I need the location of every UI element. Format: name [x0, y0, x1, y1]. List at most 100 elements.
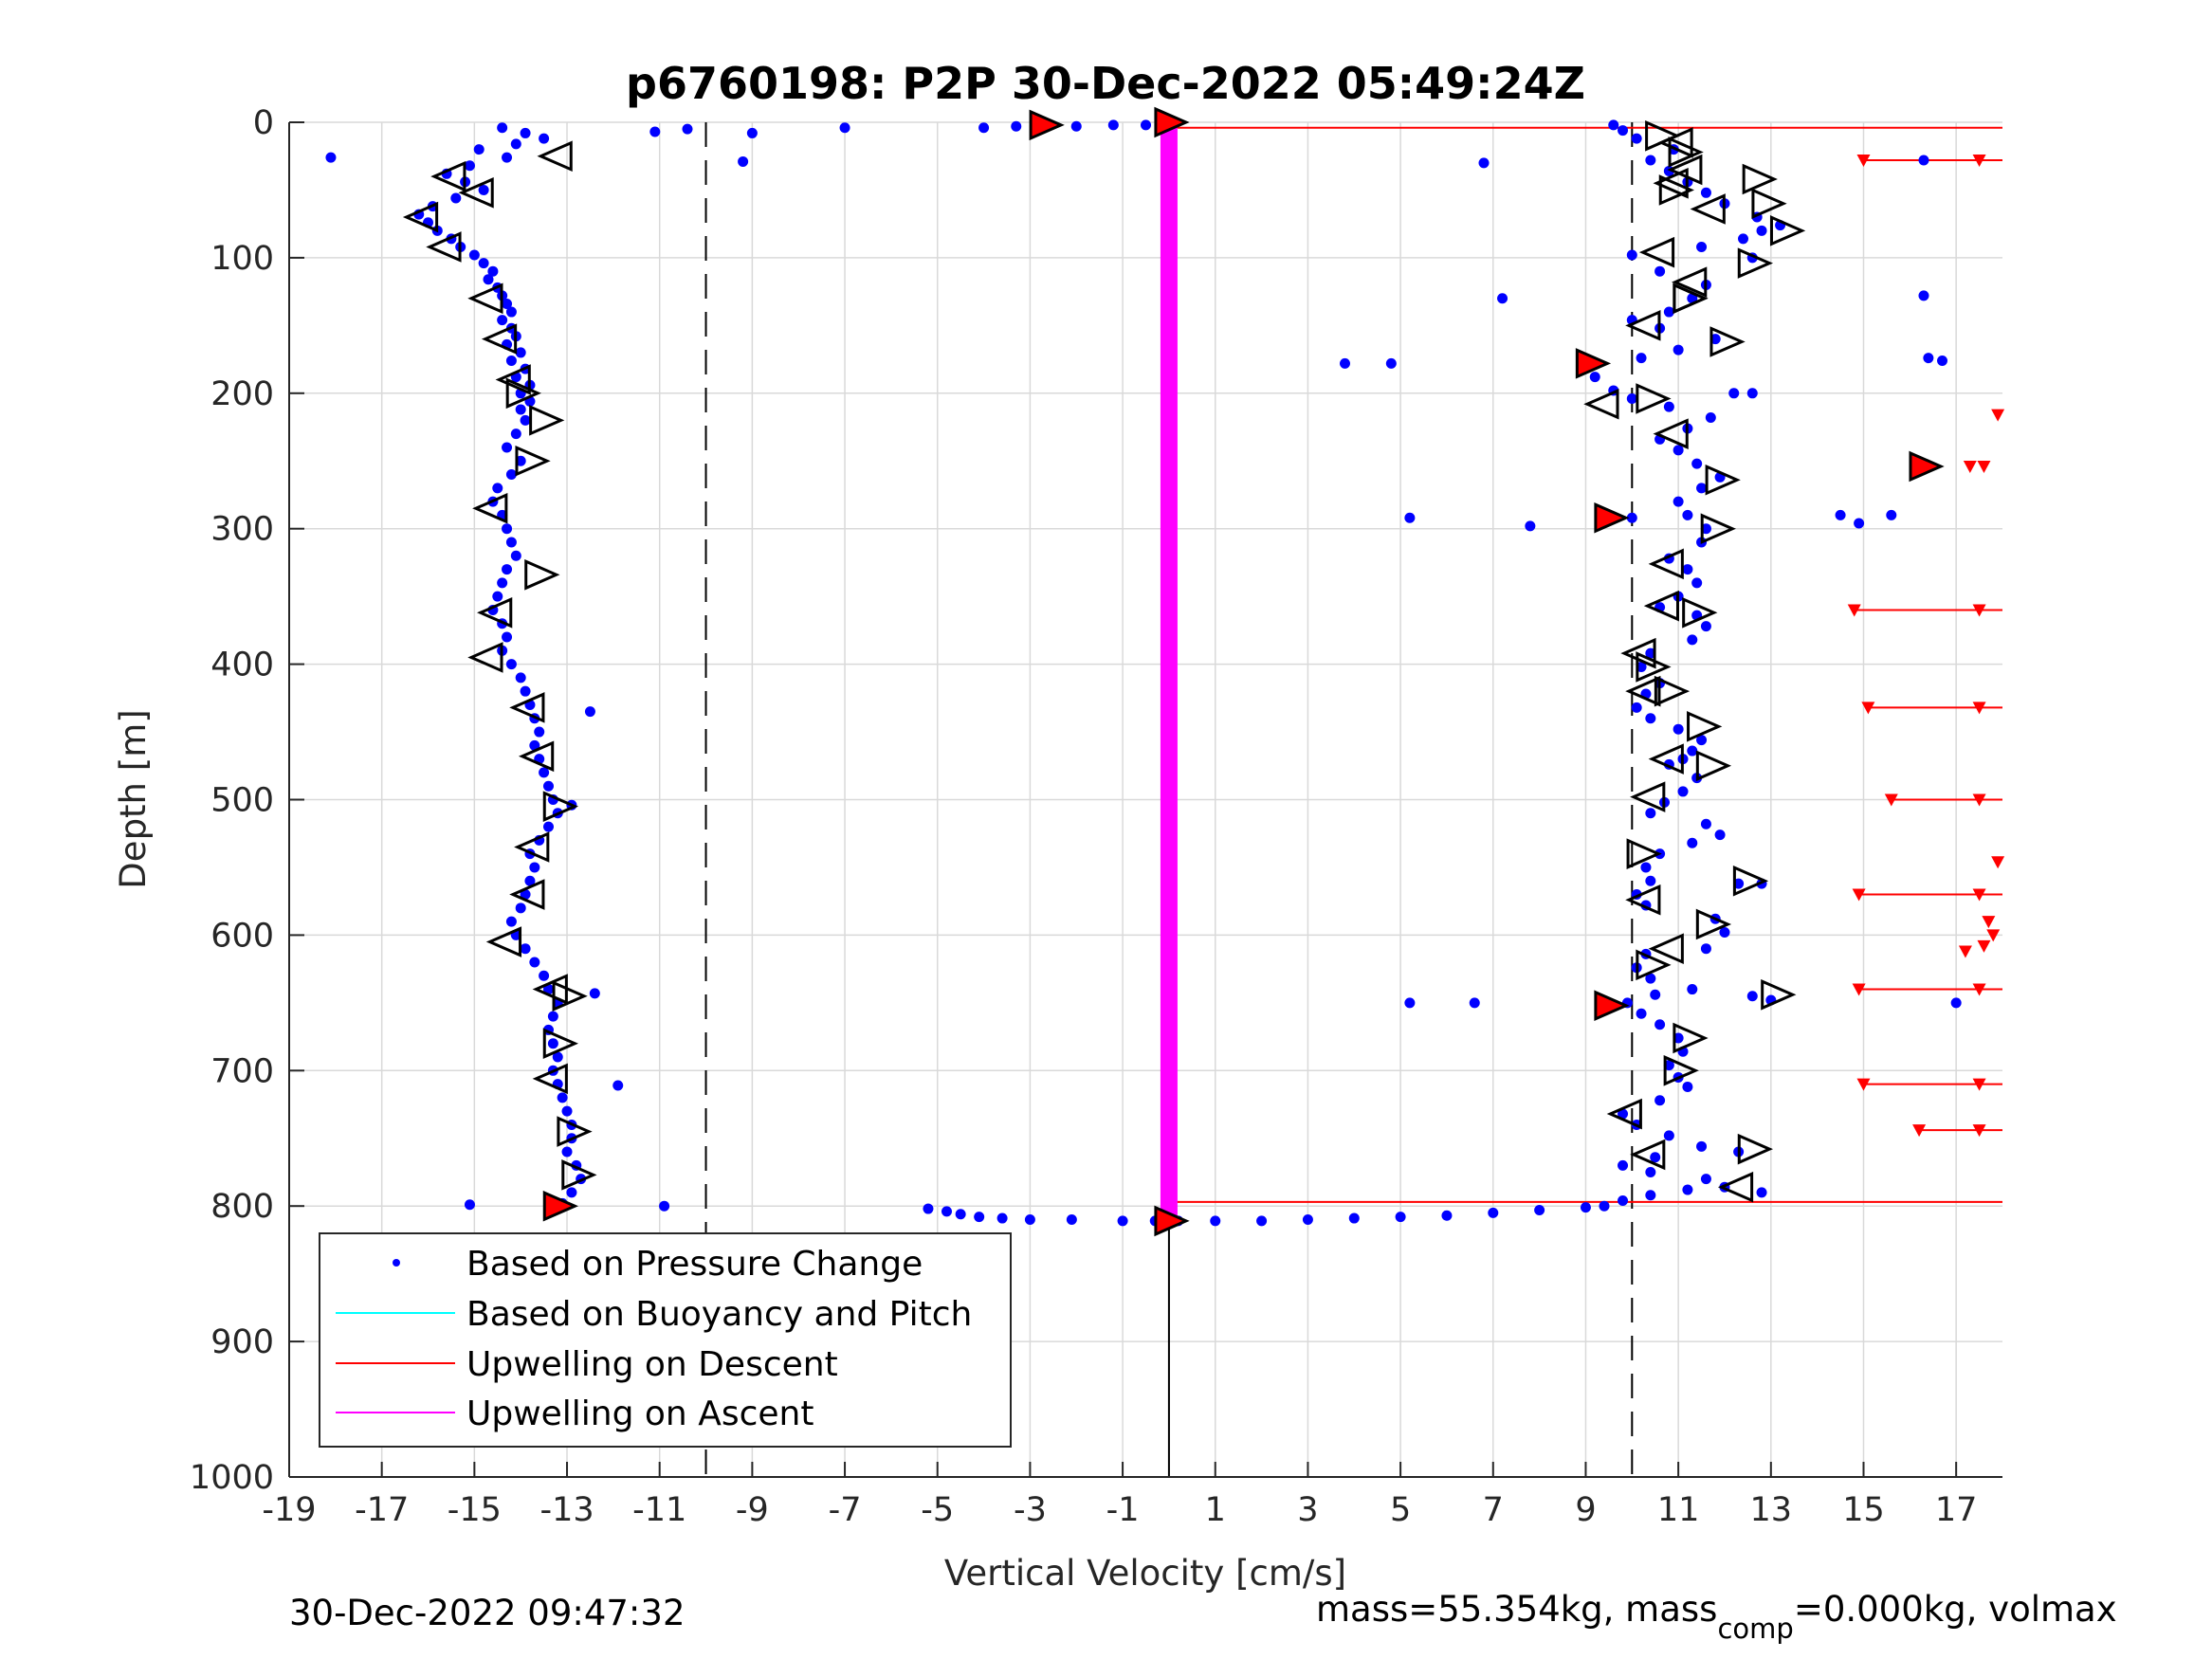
red-marker: [1977, 939, 1991, 953]
pressure-change-point: [524, 875, 536, 886]
pressure-change-point: [1650, 1152, 1661, 1163]
pressure-change-point: [529, 957, 540, 968]
red-marker: [1991, 856, 2005, 869]
red-marker: [1977, 460, 1991, 473]
pressure-change-point: [542, 780, 554, 792]
pressure-change-point: [561, 1146, 573, 1158]
triangle-markers: [402, 119, 1806, 1203]
pressure-change-point: [923, 1203, 934, 1214]
pressure-change-point: [1404, 997, 1416, 1009]
pressure-change-point: [1636, 1008, 1647, 1019]
red-marker: [1972, 983, 1986, 996]
legend-entry-pressure: Based on Pressure Change: [466, 1245, 923, 1284]
pressure-change-point: [1923, 353, 1934, 364]
pressure-change-point: [1756, 225, 1767, 236]
open-triangle-left: [458, 177, 494, 209]
open-triangle-right: [1682, 597, 1718, 629]
y-tick-label: 300: [210, 511, 274, 549]
pressure-change-point: [502, 523, 513, 535]
pressure-change-point: [955, 1209, 966, 1220]
pressure-change-point: [557, 1092, 568, 1103]
open-triangle-right: [1695, 908, 1732, 940]
pressure-change-point: [520, 127, 531, 138]
pressure-change-point: [1618, 1159, 1629, 1171]
pressure-change-point: [1608, 119, 1619, 131]
pressure-change-point: [1141, 119, 1151, 131]
pressure-change-point: [1626, 393, 1637, 405]
pressure-change-point: [1385, 357, 1397, 369]
pressure-change-point: [1107, 119, 1119, 131]
pressure-change-point: [1673, 496, 1684, 507]
pressure-change-point: [515, 902, 526, 914]
pressure-change-point: [1705, 412, 1716, 424]
red-marker: [1856, 1078, 1871, 1091]
open-triangle-left: [514, 831, 550, 863]
pressure-change-point: [1673, 445, 1684, 456]
pressure-change-point: [1650, 989, 1661, 1000]
pressure-change-point: [487, 265, 499, 277]
open-triangle-left: [467, 642, 503, 673]
open-triangle-right: [1673, 283, 1709, 315]
pressure-change-point: [510, 550, 521, 561]
pressure-change-point: [478, 258, 489, 269]
pressure-change-point: [510, 428, 521, 440]
pressure-change-point: [941, 1206, 952, 1217]
open-triangle-right: [1636, 651, 1672, 683]
open-triangle-right: [1668, 137, 1704, 168]
pressure-change-point: [1673, 344, 1684, 356]
pressure-change-point: [612, 1080, 624, 1091]
pressure-change-point: [1348, 1212, 1360, 1224]
pressure-change-point: [1478, 157, 1490, 169]
pressure-change-point: [1469, 997, 1480, 1009]
pressure-change-point: [1937, 356, 1948, 367]
pressure-change-point: [1700, 1174, 1711, 1185]
pressure-change-point: [1663, 401, 1674, 412]
red-marker: [1972, 1078, 1986, 1091]
open-triangle-right: [1761, 978, 1797, 1011]
open-triangle-left: [1648, 743, 1684, 775]
pressure-change-point: [552, 1051, 563, 1063]
red-marker: [1972, 155, 1986, 168]
open-triangle-right: [1751, 188, 1787, 220]
pressure-change-point: [497, 122, 508, 134]
x-tick-label: -13: [539, 1491, 594, 1529]
pressure-change-point: [1256, 1215, 1268, 1227]
pressure-change-point: [1618, 1194, 1629, 1206]
x-tick-label: -9: [736, 1491, 769, 1529]
open-triangle-left: [532, 1063, 568, 1095]
open-triangle-left: [1672, 266, 1708, 298]
red-marker: [1986, 929, 2001, 942]
pressure-change-point: [659, 1200, 670, 1212]
x-tick-label: 11: [1657, 1491, 1700, 1529]
y-tick-label: 900: [210, 1323, 274, 1361]
open-triangle-right: [1769, 215, 1806, 246]
pressure-change-point: [473, 144, 484, 155]
pressure-change-point: [1700, 187, 1711, 198]
pressure-change-point: [1714, 830, 1726, 841]
pressure-change-point: [547, 1011, 558, 1022]
pressure-change-point: [1728, 388, 1740, 399]
open-triangle-right: [1695, 750, 1732, 782]
open-triangle-right: [561, 1159, 597, 1191]
pressure-change-point: [1488, 1207, 1499, 1218]
red-marker: [1972, 702, 1986, 715]
open-triangle-left: [1638, 236, 1675, 268]
red-marker: [1852, 888, 1866, 902]
pressure-change-point: [1599, 1200, 1610, 1212]
pressure-change-point: [1950, 997, 1962, 1009]
pressure-change-point: [1682, 509, 1693, 520]
red-marker: [1594, 990, 1630, 1022]
pressure-change-point: [1696, 1140, 1708, 1152]
red-marker: [1972, 604, 1986, 617]
pressure-change-point: [542, 821, 554, 832]
red-marker: [1154, 106, 1190, 138]
red-marker: [1909, 450, 1945, 483]
pressure-change-point: [505, 537, 517, 548]
pressure-change-point: [520, 889, 531, 901]
pressure-change-point: [996, 1212, 1008, 1224]
pressure-change-point: [1645, 1166, 1656, 1177]
open-triangle-left: [1630, 1139, 1666, 1171]
open-triangle-left: [1717, 1171, 1754, 1203]
pressure-change-point: [974, 1212, 985, 1223]
